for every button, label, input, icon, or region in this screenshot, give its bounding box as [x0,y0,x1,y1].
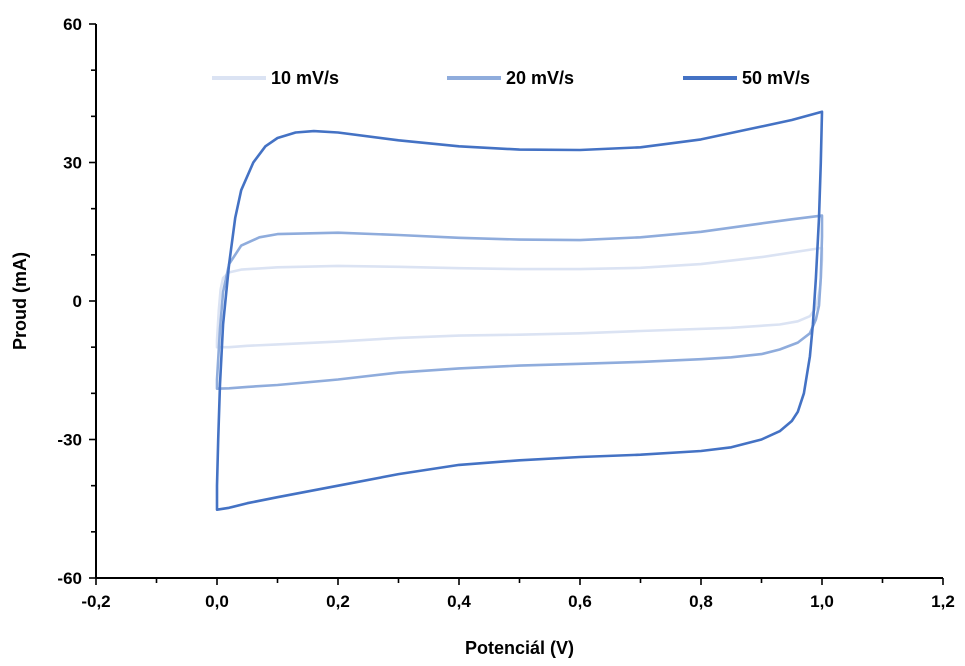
y-tick-label: 30 [63,154,82,173]
series-line-20-mv-s [215,214,824,391]
x-tick-label: 0,4 [447,592,471,611]
y-tick-label: 0 [73,292,82,311]
series-line-10-mv-s [215,246,824,349]
x-tick-label: 1,0 [810,592,834,611]
x-tick-label: 0,8 [689,592,713,611]
ticks: -0,2 0,0 0,2 0,4 0,6 0,8 1,0 1,2 -60 -30 0 30 60 [57,15,954,611]
x-tick-label: 1,2 [931,592,955,611]
y-tick-label: -30 [57,431,82,450]
y-tick-label: 60 [63,15,82,34]
x-tick-label: 0,6 [568,592,592,611]
x-tick-label: 0,0 [205,592,229,611]
y-tick-label: -60 [57,569,82,588]
x-tick-label: -0,2 [81,592,110,611]
x-axis-title: Potenciál (V) [465,638,574,658]
legend-label: 20 mV/s [506,68,574,88]
x-tick-label: 0,2 [326,592,350,611]
legend-label: 50 mV/s [742,68,810,88]
legend: 10 mV/s 20 mV/s 50 mV/s [212,68,810,88]
legend-label: 10 mV/s [271,68,339,88]
series-lines [215,110,824,512]
y-axis-title: Proud (mA) [10,252,30,350]
series-line-50-mv-s [215,110,824,512]
